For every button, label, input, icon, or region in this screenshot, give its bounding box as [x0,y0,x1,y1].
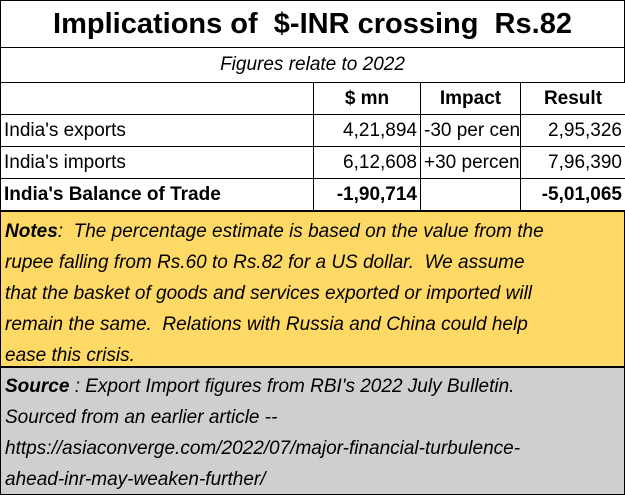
table-row: India's imports 6,12,608 +30 percent 7,96,3… [0,146,625,179]
text-line: ease this crisis. [5,340,620,371]
row-label: India's Balance of Trade [0,178,314,211]
impact-cell: -30 per cent [420,114,521,147]
text-line: https://asiaconverge.com/2022/07/major-f… [5,433,620,464]
header-cell: $ mn [313,82,421,115]
header-cell: Result [520,82,625,115]
value-cell: 6,12,608 [313,146,421,179]
text: ahead-inr-may-weaken-further/ [5,469,266,490]
text-line: Notes: The percentage estimate is based … [5,216,620,247]
text: : Export Import figures from RBI's 2022 … [69,376,515,397]
text: that the basket of goods and services ex… [5,283,533,304]
text: remain the same. Relations with Russia a… [5,314,528,335]
label: Source [5,376,70,397]
text: ease this crisis. [5,345,135,366]
text-line: Sourced from an earlier article -- [5,402,620,433]
impact-cell [420,178,521,211]
source: Source : Export Import figures from RBI'… [0,367,625,495]
table-row: India's exports 4,21,894 -30 per cent 2,95,… [0,114,625,147]
row-label: India's imports [0,146,314,179]
text: rupee falling from Rs.60 to Rs.82 for a … [5,252,525,273]
text-line: rupee falling from Rs.60 to Rs.82 for a … [5,247,620,278]
row-label: India's exports [0,114,314,147]
value-cell: -1,90,714 [313,178,421,211]
notes: Notes: The percentage estimate is based … [0,211,625,367]
text-line: Source : Export Import figures from RBI'… [5,371,620,402]
header-row: $ mn Impact Result [0,82,625,115]
title: Implications of $-INR crossing Rs.82 [0,0,625,48]
text-line: ahead-inr-may-weaken-further/ [5,464,620,495]
result-cell: 2,95,326 [520,114,625,147]
text: : The percentage estimate is based on th… [57,221,544,242]
result-cell: -5,01,065 [520,178,625,211]
value-cell: 4,21,894 [313,114,421,147]
text: Sourced from an earlier article -- [5,407,278,428]
impact-cell: +30 percent [420,146,521,179]
label: Notes [5,221,58,242]
subtitle: Figures relate to 2022 [0,48,625,82]
header-cell: Impact [420,82,521,115]
table-body: $ mn Impact Result India's exports 4,21,8… [0,82,625,211]
text: https://asiaconverge.com/2022/07/major-f… [5,438,521,459]
result-cell: 7,96,390 [520,146,625,179]
text-line: remain the same. Relations with Russia a… [5,309,620,340]
table-row: India's Balance of Trade -1,90,714 -5,01,0… [0,178,625,211]
data-table: $ mn Impact Result India's exports 4,21,8… [0,82,625,211]
text-line: that the basket of goods and services ex… [5,278,620,309]
header-cell [0,82,314,115]
